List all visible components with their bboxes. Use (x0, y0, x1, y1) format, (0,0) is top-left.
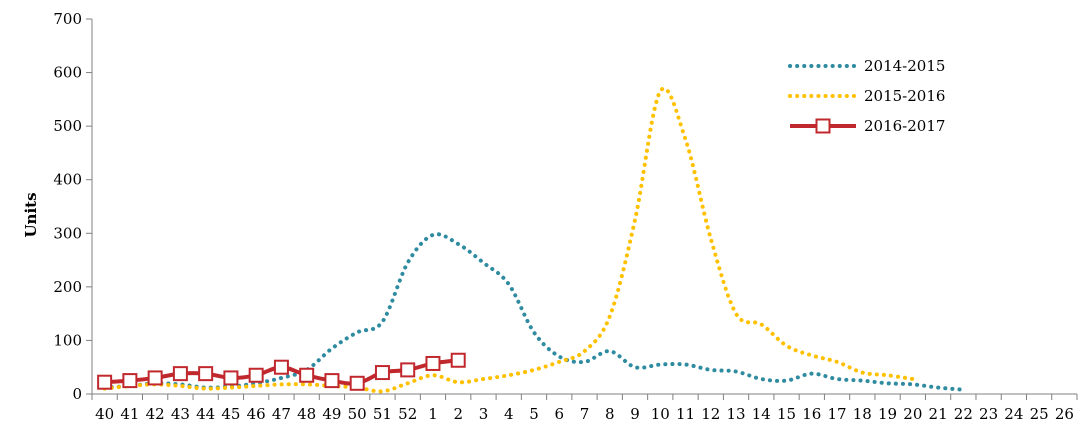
x-tick-label: 47 (272, 405, 291, 423)
x-tick-label: 18 (853, 405, 872, 423)
data-point-marker (299, 367, 315, 383)
data-point-marker (172, 366, 188, 382)
data-point-marker (349, 375, 365, 391)
x-tick-label: 8 (605, 405, 615, 423)
data-point-marker (147, 370, 163, 386)
x-tick-label: 10 (651, 405, 670, 423)
x-tick-label: 6 (554, 405, 564, 423)
series-line-2014-2015 (102, 232, 966, 392)
data-point-marker (122, 373, 138, 389)
x-tick-label: 23 (979, 405, 998, 423)
data-point-marker (450, 352, 466, 368)
x-tick-label: 13 (726, 405, 745, 423)
x-tick-label: 50 (348, 405, 367, 423)
y-tick-label: 500 (53, 117, 82, 135)
x-tick-label: 40 (95, 405, 114, 423)
x-tick-label: 9 (630, 405, 640, 423)
data-point-marker (198, 366, 214, 382)
x-tick-label: 24 (1004, 405, 1023, 423)
data-point-marker (324, 373, 340, 389)
data-point-marker (425, 355, 441, 371)
y-tick-label: 600 (53, 64, 82, 82)
x-tick-label: 16 (802, 405, 821, 423)
x-tick-label: 41 (120, 405, 139, 423)
x-tick-label: 7 (580, 405, 590, 423)
y-tick-label: 300 (53, 224, 82, 242)
x-tick-label: 2 (453, 405, 463, 423)
x-tick-label: 49 (322, 405, 341, 423)
x-tick-label: 48 (297, 405, 316, 423)
x-tick-label: 51 (373, 405, 392, 423)
series-line-2015-2016 (102, 86, 915, 394)
y-tick-label: 700 (53, 10, 82, 28)
x-tick-label: 20 (903, 405, 922, 423)
x-tick-label: 44 (196, 405, 215, 423)
x-tick-label: 52 (398, 405, 417, 423)
x-tick-label: 46 (247, 405, 266, 423)
y-tick-label: 100 (53, 331, 82, 349)
y-axis-title-group: Units (22, 192, 40, 237)
x-tick-label: 12 (701, 405, 720, 423)
x-tick-label: 11 (676, 405, 695, 423)
x-tick-label: 15 (777, 405, 796, 423)
x-tick-label: 25 (1030, 405, 1049, 423)
data-point-marker (248, 367, 264, 383)
data-point-marker (223, 370, 239, 386)
x-tick-label: 1 (428, 405, 438, 423)
data-point-marker (400, 362, 416, 378)
y-axis-title: Units (22, 192, 40, 237)
x-tick-label: 26 (1055, 405, 1074, 423)
legend-marker (815, 118, 831, 134)
x-tick-label: 14 (752, 405, 771, 423)
x-tick-label: 4 (504, 405, 514, 423)
data-point-marker (273, 359, 289, 375)
y-tick-label: 200 (53, 278, 82, 296)
x-tick-label: 45 (221, 405, 240, 423)
x-tick-label: 21 (929, 405, 948, 423)
data-point-marker (374, 365, 390, 381)
x-tick-label: 19 (878, 405, 897, 423)
legend-label: 2015-2016 (864, 87, 945, 105)
legend-label: 2016-2017 (864, 117, 945, 135)
x-tick-label: 17 (828, 405, 847, 423)
data-point-marker (97, 374, 113, 390)
legend-label: 2014-2015 (864, 57, 945, 75)
y-tick-label: 400 (53, 171, 82, 189)
x-tick-label: 43 (171, 405, 190, 423)
x-tick-label: 3 (479, 405, 489, 423)
legend: 2014-2015 2015-2016 2016-2017 (788, 57, 945, 135)
x-tick-label: 22 (954, 405, 973, 423)
x-tick-label: 5 (529, 405, 539, 423)
x-tick-label: 42 (146, 405, 165, 423)
y-tick-label: 0 (72, 385, 82, 403)
